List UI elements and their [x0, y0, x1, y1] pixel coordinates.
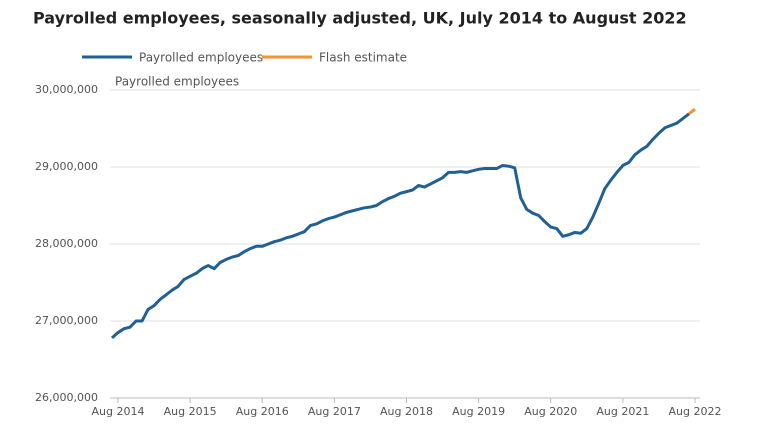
- x-tick-label: Aug 2020: [524, 405, 577, 418]
- x-tick-label: Aug 2021: [596, 405, 649, 418]
- chart-title: Payrolled employees, seasonally adjusted…: [33, 9, 687, 28]
- y-tick-label: 28,000,000: [35, 237, 98, 250]
- y-tick-label: 27,000,000: [35, 314, 98, 327]
- y-tick-label: 26,000,000: [35, 391, 98, 404]
- x-tick-label: Aug 2022: [669, 405, 722, 418]
- y-axis-label: Payrolled employees: [115, 75, 239, 89]
- legend-label: Payrolled employees: [139, 51, 263, 65]
- x-tick-label: Aug 2017: [308, 405, 361, 418]
- y-tick-label: 30,000,000: [35, 83, 98, 96]
- y-tick-label: 29,000,000: [35, 160, 98, 173]
- series-line: [110, 112, 690, 340]
- x-tick-label: Aug 2019: [452, 405, 505, 418]
- x-tick-label: Aug 2015: [164, 405, 217, 418]
- x-tick-label: Aug 2014: [92, 405, 145, 418]
- x-tick-label: Aug 2018: [380, 405, 433, 418]
- series-line: [688, 108, 696, 116]
- x-tick-label: Aug 2016: [236, 405, 289, 418]
- legend-label: Flash estimate: [319, 51, 407, 65]
